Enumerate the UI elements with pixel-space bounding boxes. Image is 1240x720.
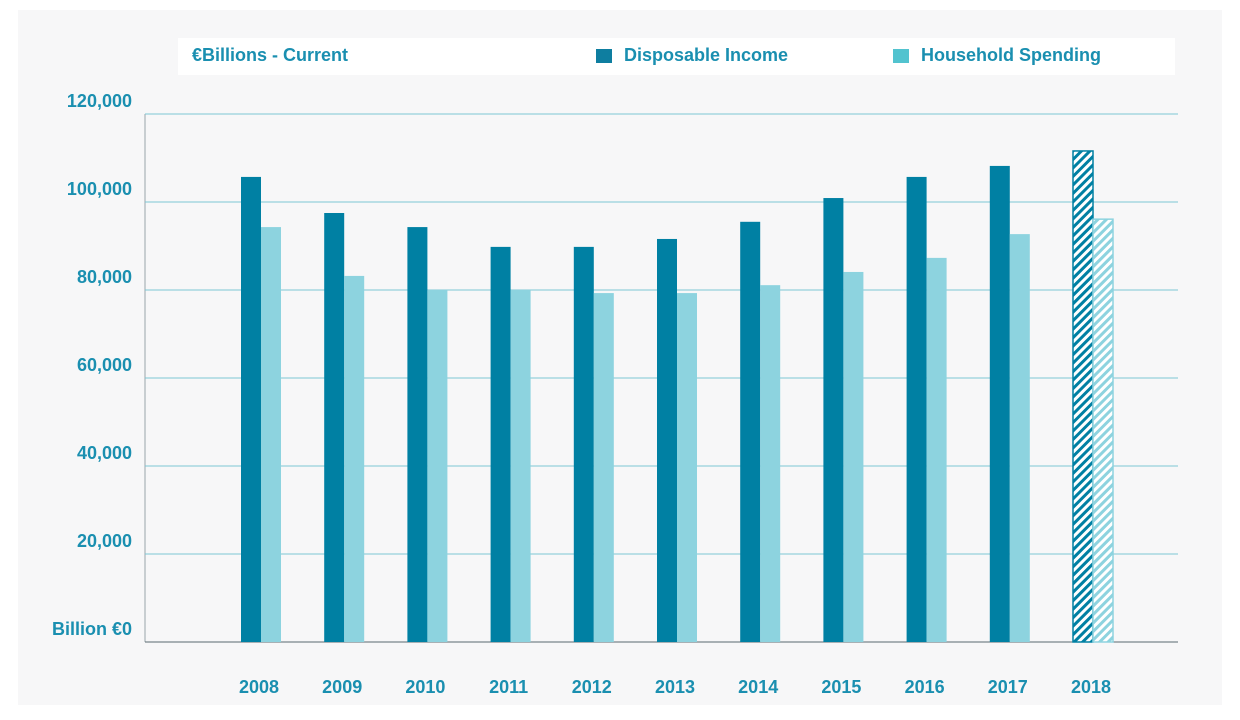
legend-label: Disposable Income xyxy=(624,45,788,65)
legend-label: Household Spending xyxy=(921,45,1101,65)
bar xyxy=(657,238,677,642)
bar xyxy=(926,257,947,642)
bar xyxy=(573,246,594,642)
bar xyxy=(261,227,281,642)
bar xyxy=(1072,150,1094,643)
bar xyxy=(1092,218,1114,643)
bar xyxy=(407,227,428,642)
bar xyxy=(823,198,844,643)
x-tick-label: 2009 xyxy=(322,677,362,697)
y-tick-label: Billion €0 xyxy=(52,619,132,639)
x-tick-label: 2011 xyxy=(489,677,528,697)
x-tick-label: 2016 xyxy=(905,677,945,697)
y-tick-label: 80,000 xyxy=(77,267,132,287)
x-tick-label: 2008 xyxy=(239,677,279,697)
x-tick-label: 2017 xyxy=(988,677,1028,697)
bar xyxy=(324,213,345,642)
bar xyxy=(241,176,261,643)
y-tick-label: 40,000 xyxy=(77,443,132,463)
bar xyxy=(510,290,531,642)
y-tick-label: 20,000 xyxy=(77,531,132,551)
bar xyxy=(740,221,761,643)
y-tick-label: 120,000 xyxy=(67,91,132,111)
bar xyxy=(760,285,781,642)
x-tick-label: 2012 xyxy=(572,677,612,697)
bar xyxy=(906,176,927,643)
bar xyxy=(677,293,697,642)
x-tick-label: 2013 xyxy=(655,677,695,697)
x-tick-label: 2014 xyxy=(738,677,778,697)
bar xyxy=(989,165,1010,643)
bar xyxy=(843,271,864,642)
bar xyxy=(427,290,448,642)
bar xyxy=(344,275,365,642)
bar xyxy=(1009,234,1030,642)
legend-swatch xyxy=(596,49,612,63)
bar xyxy=(593,293,614,642)
legend-box xyxy=(178,38,1175,75)
bar xyxy=(490,246,511,642)
x-tick-label: 2018 xyxy=(1071,677,1111,697)
y-tick-label: 100,000 xyxy=(67,179,132,199)
y-tick-label: 60,000 xyxy=(77,355,132,375)
x-tick-label: 2015 xyxy=(821,677,861,697)
legend-swatch xyxy=(893,49,909,63)
unit-label: €Billions - Current xyxy=(192,45,348,65)
x-tick-label: 2010 xyxy=(405,677,445,697)
